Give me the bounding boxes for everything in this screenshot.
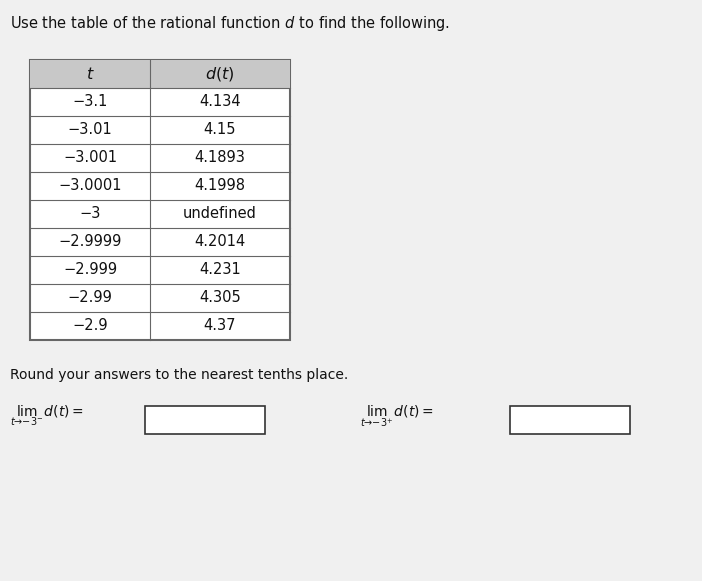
Text: 4.37: 4.37 (204, 318, 237, 333)
Text: $\lim_{t \to -3^+} d(t) =$: $\lim_{t \to -3^+} d(t) =$ (360, 403, 434, 429)
Text: −3.0001: −3.0001 (58, 178, 121, 193)
Text: $\mathit{t}$: $\mathit{t}$ (86, 66, 94, 82)
Text: −3.01: −3.01 (67, 123, 112, 138)
Bar (510, 406, 630, 434)
Text: 4.305: 4.305 (199, 290, 241, 306)
Text: 4.2014: 4.2014 (194, 235, 246, 249)
Text: −3: −3 (79, 206, 100, 221)
Text: −2.9: −2.9 (72, 318, 108, 333)
Text: −3.001: −3.001 (63, 150, 117, 166)
Bar (145, 406, 265, 434)
Text: 4.1998: 4.1998 (194, 178, 246, 193)
Text: undefined: undefined (183, 206, 257, 221)
Text: $\mathbf{\mathit{d}}(\mathbf{\mathit{t}})$: $\mathbf{\mathit{d}}(\mathbf{\mathit{t}}… (205, 65, 234, 83)
Text: −2.999: −2.999 (63, 263, 117, 278)
Text: 4.1893: 4.1893 (194, 150, 246, 166)
Bar (30, 60, 290, 340)
Text: 4.15: 4.15 (204, 123, 237, 138)
Text: 4.134: 4.134 (199, 95, 241, 109)
Text: 4.231: 4.231 (199, 263, 241, 278)
Text: −2.9999: −2.9999 (58, 235, 121, 249)
Text: $\lim_{t \to -3^-} d(t) =$: $\lim_{t \to -3^-} d(t) =$ (10, 404, 84, 428)
Text: Round your answers to the nearest tenths place.: Round your answers to the nearest tenths… (10, 368, 348, 382)
Text: −2.99: −2.99 (67, 290, 112, 306)
Text: −3.1: −3.1 (72, 95, 107, 109)
Bar (30, 60, 290, 88)
Text: Use the table of the rational function $d$ to find the following.: Use the table of the rational function $… (10, 14, 450, 33)
